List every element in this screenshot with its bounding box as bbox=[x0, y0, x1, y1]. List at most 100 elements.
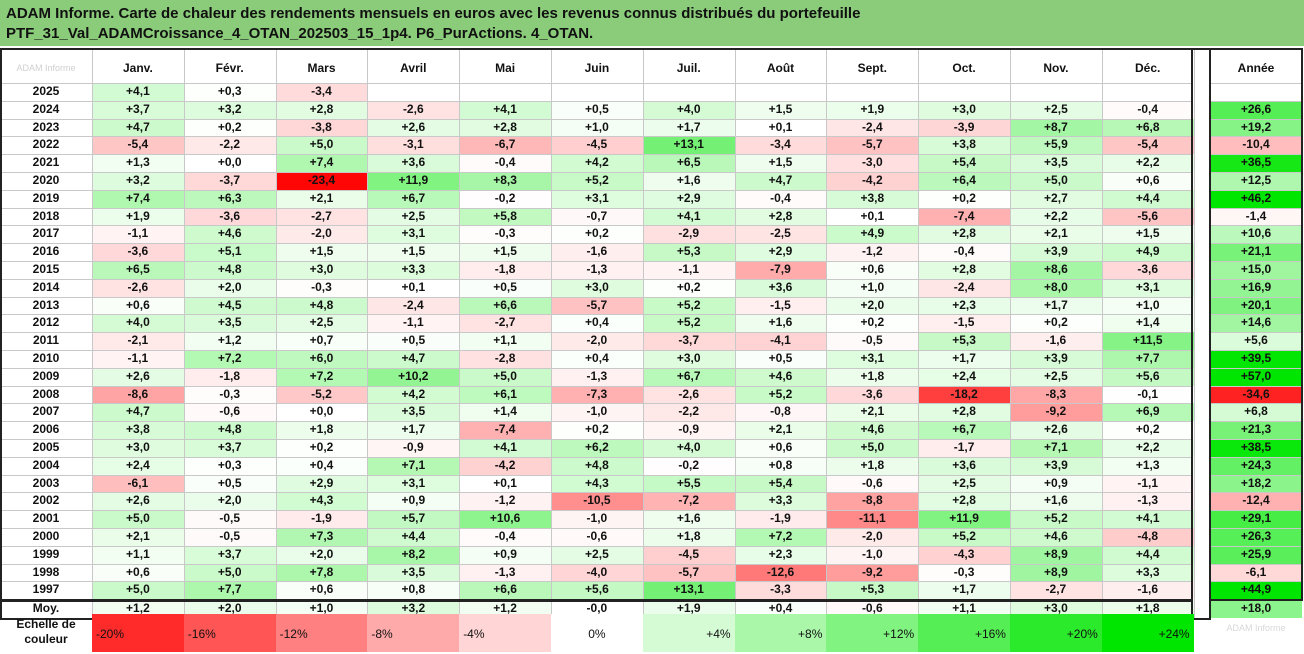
month-cell: +2,0 bbox=[826, 296, 919, 315]
month-cell: -2,1 bbox=[92, 332, 184, 350]
month-cell: +5,3 bbox=[826, 581, 919, 600]
month-cell: +0,5 bbox=[459, 278, 551, 297]
month-cell: +2,1 bbox=[826, 403, 919, 422]
scale-swatch: -12% bbox=[275, 614, 368, 652]
month-cell: -7,3 bbox=[551, 385, 643, 404]
year-label: 1999 bbox=[0, 545, 92, 564]
annual-cell: +46,2 bbox=[1210, 189, 1302, 208]
row-gridline bbox=[1210, 510, 1302, 512]
month-cell: +0,8 bbox=[367, 581, 460, 600]
month-cell: +5,9 bbox=[1010, 136, 1102, 155]
month-cell: -4,8 bbox=[1101, 528, 1194, 546]
annual-cell: +21,3 bbox=[1210, 421, 1302, 439]
month-cell: +1,6 bbox=[642, 172, 735, 190]
annual-cell: +26,6 bbox=[1210, 100, 1302, 119]
year-label: 2009 bbox=[0, 367, 92, 386]
month-cell: +6,8 bbox=[1101, 118, 1194, 137]
month-cell: +0,7 bbox=[275, 332, 368, 350]
month-cell: +1,5 bbox=[1101, 225, 1194, 244]
row-gridline bbox=[1210, 154, 1302, 156]
row-gridline bbox=[1210, 421, 1302, 423]
month-cell: +0,4 bbox=[551, 350, 643, 368]
year-label: 2010 bbox=[0, 350, 92, 368]
scale-swatch: +20% bbox=[1010, 614, 1102, 652]
row-gridline bbox=[1210, 545, 1302, 547]
month-cell: +0,5 bbox=[183, 474, 276, 493]
row-gridline bbox=[0, 172, 1193, 173]
month-cell: +2,8 bbox=[734, 207, 827, 226]
month-header-3: Mars bbox=[275, 48, 368, 88]
month-cell: -3,6 bbox=[826, 385, 919, 404]
month-cell: -1,0 bbox=[826, 545, 919, 564]
col-gridline bbox=[1010, 48, 1011, 618]
row-gridline bbox=[0, 296, 1193, 298]
month-cell: +3,1 bbox=[551, 189, 643, 208]
month-header-10: Oct. bbox=[918, 48, 1010, 88]
month-cell bbox=[551, 83, 643, 101]
month-cell: -3,6 bbox=[183, 207, 276, 226]
average-cell: +1,0 bbox=[275, 600, 368, 618]
month-cell: +5,6 bbox=[1101, 367, 1194, 386]
annual-cell: +19,2 bbox=[1210, 118, 1302, 137]
month-cell: -3,6 bbox=[92, 243, 184, 261]
month-cell: +2,2 bbox=[1101, 439, 1194, 457]
month-cell: +0,0 bbox=[275, 403, 368, 422]
row-gridline bbox=[0, 189, 1193, 191]
row-gridline bbox=[0, 207, 1193, 209]
annual-cell: +29,1 bbox=[1210, 510, 1302, 528]
month-cell: -2,0 bbox=[275, 225, 368, 244]
row-gridline bbox=[0, 332, 1193, 334]
row-gridline bbox=[0, 510, 1193, 512]
month-cell: +3,5 bbox=[1010, 154, 1102, 172]
month-cell: +6,1 bbox=[459, 385, 551, 404]
month-cell: +0,6 bbox=[275, 581, 368, 600]
month-cell: +1,4 bbox=[1101, 314, 1194, 333]
annual-cell: +18,2 bbox=[1210, 474, 1302, 493]
month-cell: +5,5 bbox=[642, 474, 735, 493]
average-cell: +1,9 bbox=[642, 600, 735, 618]
month-cell: -0,2 bbox=[642, 456, 735, 475]
scale-swatch: +24% bbox=[1101, 614, 1194, 652]
month-cell: +4,3 bbox=[275, 492, 368, 511]
month-cell: +3,2 bbox=[92, 172, 184, 190]
month-cell: -2,6 bbox=[367, 100, 460, 119]
month-cell: +2,9 bbox=[275, 474, 368, 493]
annual-cell: +16,9 bbox=[1210, 278, 1302, 297]
month-cell: +3,5 bbox=[367, 563, 460, 582]
row-gridline bbox=[1210, 261, 1302, 262]
scale-swatch: -20% bbox=[92, 614, 184, 652]
month-cell: -4,5 bbox=[551, 136, 643, 155]
month-cell: +2,8 bbox=[918, 225, 1010, 244]
month-cell: +4,0 bbox=[92, 314, 184, 333]
row-gridline bbox=[1210, 563, 1302, 565]
month-cell: +4,1 bbox=[459, 439, 551, 457]
year-label: 1997 bbox=[0, 581, 92, 600]
month-cell: +5,0 bbox=[1010, 172, 1102, 190]
month-cell: +2,0 bbox=[275, 545, 368, 564]
month-cell: +0,2 bbox=[642, 278, 735, 297]
month-cell: +2,4 bbox=[918, 367, 1010, 386]
title-line-1: ADAM Informe. Carte de chaleur des rende… bbox=[6, 5, 861, 22]
month-cell: +2,7 bbox=[1010, 189, 1102, 208]
month-cell: -0,3 bbox=[275, 278, 368, 297]
month-cell: +1,5 bbox=[734, 100, 827, 119]
month-cell: +7,7 bbox=[183, 581, 276, 600]
month-cell: +5,0 bbox=[92, 510, 184, 528]
scale-swatch: 0% bbox=[551, 614, 643, 652]
month-cell: -7,4 bbox=[459, 421, 551, 439]
month-cell: +4,8 bbox=[183, 261, 276, 279]
month-cell: -2,2 bbox=[642, 403, 735, 422]
month-cell: -1,9 bbox=[734, 510, 827, 528]
month-cell: +4,8 bbox=[183, 421, 276, 439]
month-cell: -0,4 bbox=[918, 243, 1010, 261]
year-label: 2006 bbox=[0, 421, 92, 439]
month-cell: -0,4 bbox=[1101, 100, 1194, 119]
month-cell: +0,6 bbox=[92, 296, 184, 315]
month-cell: +1,6 bbox=[642, 510, 735, 528]
month-cell: +0,9 bbox=[459, 545, 551, 564]
month-cell: +4,6 bbox=[734, 367, 827, 386]
month-cell: +3,8 bbox=[92, 421, 184, 439]
month-cell: +2,8 bbox=[459, 118, 551, 137]
row-gridline bbox=[1210, 118, 1302, 120]
